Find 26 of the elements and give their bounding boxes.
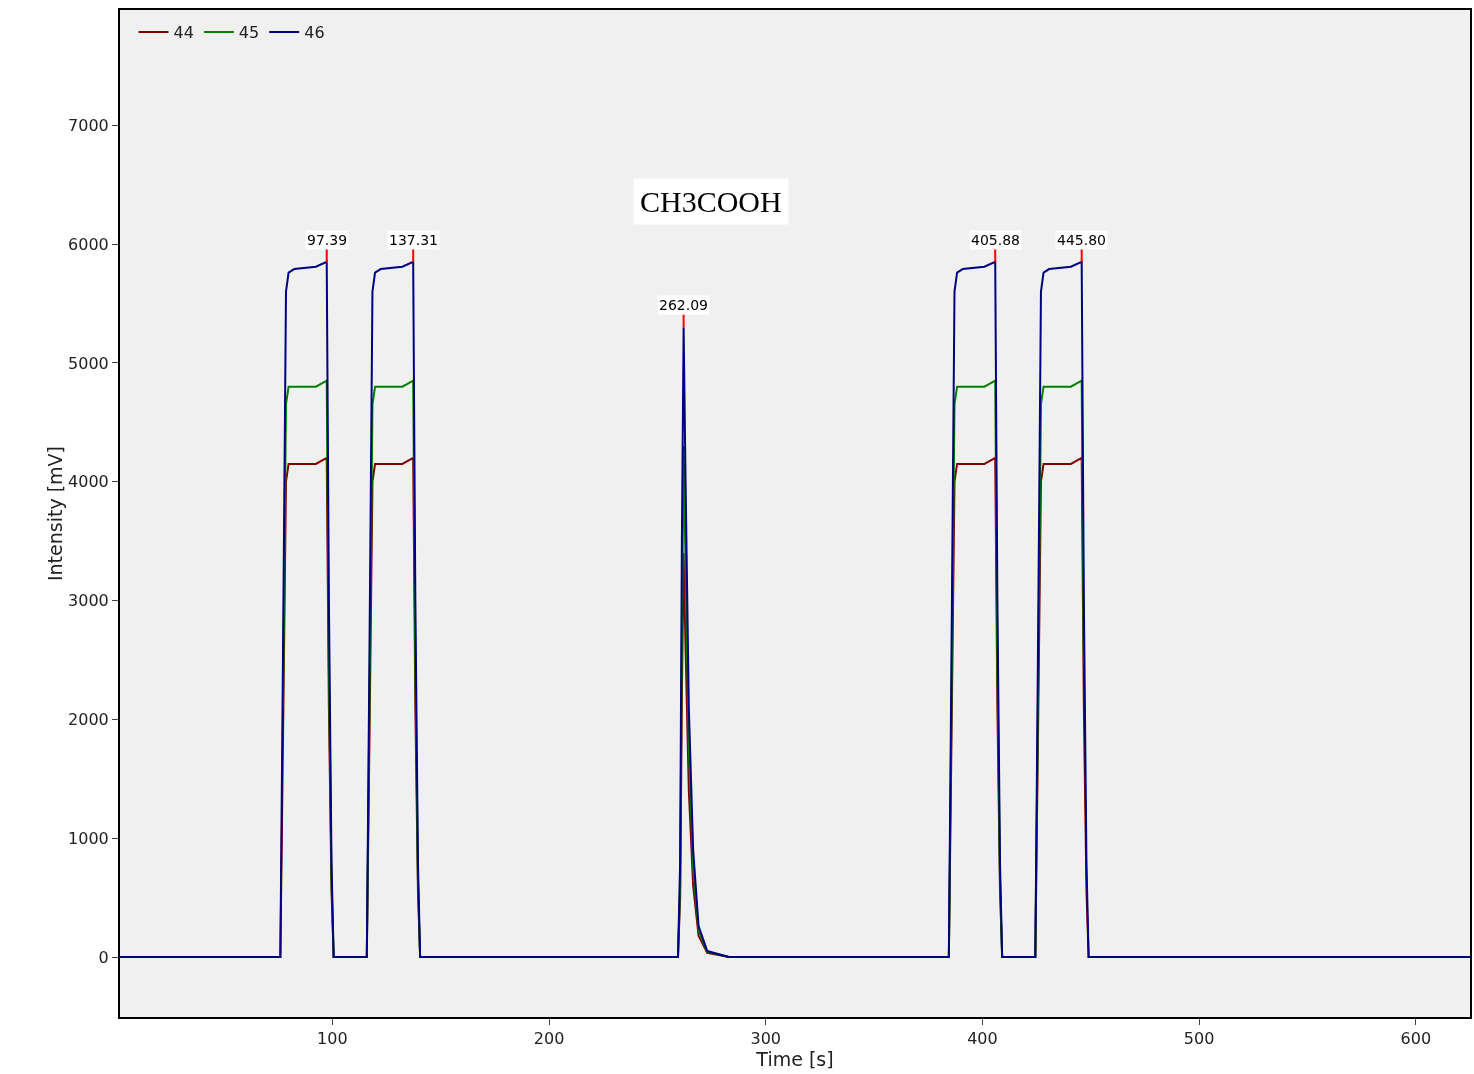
y-tick-label: 0 [98,947,109,967]
annotation: 262.09 [659,297,708,313]
x-tick-label: 300 [750,1029,782,1049]
y-tick-label: 1000 [68,828,109,848]
annotation: 445.80 [1057,232,1106,248]
x-tick-label: 500 [1183,1029,1215,1049]
y-tick-label: 6000 [68,234,109,254]
y-axis-title: Intensity [mV] [44,445,67,582]
annotation: 405.88 [971,232,1020,248]
annotation: 97.39 [307,232,348,248]
y-tick-label: 4000 [68,472,109,492]
annotation: CH3COOH [640,185,782,218]
legend-label: 45 [238,23,260,43]
y-tick-label: 2000 [68,709,109,729]
y-tick-label: 3000 [68,591,109,611]
line-series [120,260,1470,958]
y-tick-label: 7000 [68,115,109,135]
x-tick-label: 200 [533,1029,565,1049]
x-tick-label: 400 [967,1029,998,1049]
annotation: 137.31 [389,232,438,248]
x-axis-title: Time [s] [755,1048,834,1071]
legend-label: 44 [173,23,194,43]
y-tick-label: 5000 [68,353,109,373]
x-tick-label: 600 [1400,1029,1432,1049]
x-tick-label: 100 [317,1029,348,1049]
legend-label: 46 [304,23,325,43]
